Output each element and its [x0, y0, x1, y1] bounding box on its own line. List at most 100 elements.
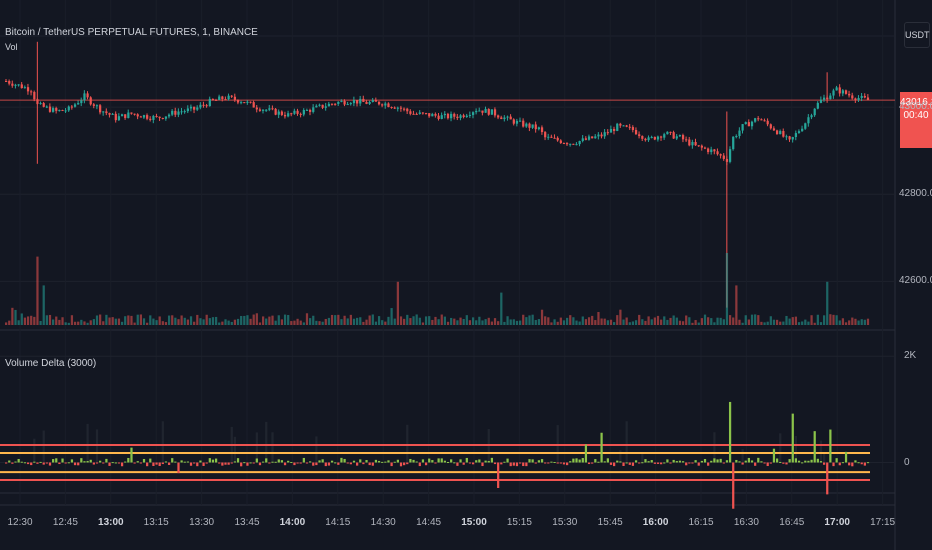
candle-body — [484, 108, 487, 113]
volume-bar — [462, 318, 465, 325]
volume-bar — [456, 320, 459, 325]
delta-bar — [431, 460, 434, 463]
volume-bar — [634, 320, 638, 325]
candle-body — [497, 115, 500, 118]
delta-bar — [581, 458, 584, 463]
volume-bar — [155, 320, 158, 325]
delta-bar — [553, 461, 556, 463]
delta-bar — [224, 462, 227, 465]
volume-bar — [77, 321, 80, 325]
volume-bar — [399, 316, 403, 325]
delta-shadow-bar — [819, 440, 823, 463]
candle-body — [813, 108, 816, 116]
delta-bar — [89, 459, 92, 463]
delta-bar — [754, 462, 757, 466]
delta-bar — [804, 460, 807, 463]
candle-body — [700, 145, 703, 148]
candle-body — [136, 114, 139, 117]
candle-body — [669, 131, 672, 133]
delta-bar — [575, 458, 578, 463]
volume-bar — [641, 319, 644, 325]
volume-bar — [565, 317, 569, 325]
candle-body — [685, 139, 688, 141]
delta-bar — [660, 462, 663, 465]
volume-bar — [205, 314, 208, 325]
candle-body — [644, 138, 647, 141]
candle-body — [559, 140, 562, 144]
candle-body — [838, 87, 841, 94]
volume-bar — [221, 321, 224, 325]
volume-bar — [227, 320, 230, 325]
candle-body — [171, 110, 174, 115]
volume-bar — [274, 320, 277, 325]
delta-bar — [312, 462, 315, 466]
volume-bar — [67, 322, 70, 325]
volume-bar — [863, 319, 866, 325]
volume-bar — [312, 315, 315, 325]
candle-body — [421, 112, 425, 114]
volume-bar — [609, 319, 613, 325]
volume-bar — [866, 318, 870, 325]
volume-bar — [111, 317, 114, 325]
candle-body — [381, 104, 384, 106]
delta-bar — [719, 458, 722, 463]
delta-bar — [475, 460, 478, 463]
delta-bar — [487, 460, 490, 463]
candle-body — [324, 106, 327, 108]
volume-bar — [406, 314, 409, 325]
candle-body — [594, 136, 597, 139]
candle-body — [258, 109, 262, 111]
time-tick-label: 13:15 — [143, 517, 169, 528]
candle-body — [349, 103, 352, 105]
volume-bar — [120, 321, 124, 325]
candle-body — [829, 95, 832, 100]
candle-body — [293, 110, 296, 114]
currency-button[interactable]: USDT — [904, 22, 930, 48]
volume-bar — [387, 316, 390, 325]
volume-bar — [183, 317, 186, 325]
volume-bar — [512, 319, 515, 325]
price-tick-label: 43000.0 — [899, 101, 932, 113]
candle-body — [490, 109, 494, 115]
delta-shadow-bar — [271, 432, 274, 463]
volume-bar — [26, 316, 30, 325]
candle-body — [697, 145, 700, 147]
candle-body — [578, 140, 581, 145]
delta-shadow-bar — [625, 421, 628, 463]
volume-bar — [775, 319, 779, 325]
candle-body — [794, 133, 798, 138]
delta-bar — [20, 461, 23, 463]
delta-bar — [189, 462, 193, 466]
delta-bar — [199, 460, 202, 463]
delta-bar — [459, 459, 462, 463]
candle-body — [572, 143, 575, 145]
volume-bar — [362, 321, 365, 325]
volume-bar — [788, 318, 791, 325]
delta-bar — [722, 462, 725, 464]
candle-body — [493, 109, 497, 116]
volume-bar — [252, 314, 255, 325]
delta-bar — [399, 462, 403, 467]
volume-bar — [503, 321, 506, 325]
delta-bar — [330, 460, 334, 463]
volume-bar — [625, 317, 628, 325]
symbol-title[interactable]: Bitcoin / TetherUS PERPETUAL FUTURES, 1,… — [5, 27, 258, 38]
candle-body — [17, 84, 20, 86]
delta-bar — [130, 447, 133, 463]
indicator-title[interactable]: Volume Delta (3000) — [5, 358, 97, 369]
candle-body — [675, 136, 678, 139]
volume-bar — [421, 322, 425, 325]
delta-bar — [208, 458, 211, 463]
delta-bar — [17, 458, 20, 463]
volume-bar — [146, 322, 149, 325]
candle-body — [240, 102, 243, 104]
delta-bar — [70, 459, 74, 463]
volume-bar — [497, 321, 500, 325]
candle-body — [55, 108, 58, 111]
candle-body — [581, 138, 584, 141]
delta-bar — [349, 462, 352, 465]
volume-bar — [174, 317, 177, 325]
delta-bar — [678, 460, 682, 463]
volume-bar — [841, 318, 845, 325]
